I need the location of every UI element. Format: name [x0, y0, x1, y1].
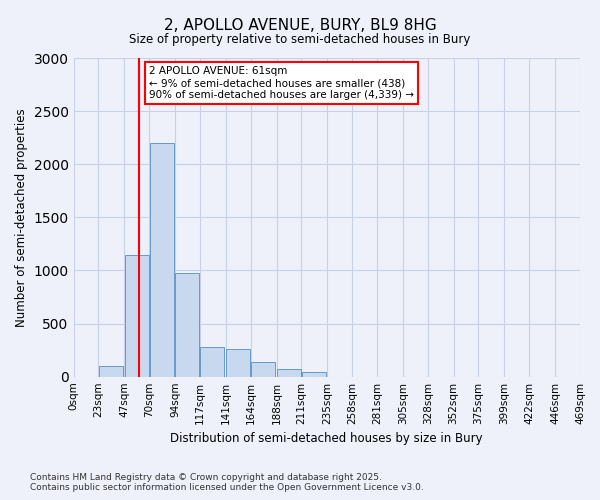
Text: 2, APOLLO AVENUE, BURY, BL9 8HG: 2, APOLLO AVENUE, BURY, BL9 8HG	[164, 18, 436, 32]
X-axis label: Distribution of semi-detached houses by size in Bury: Distribution of semi-detached houses by …	[170, 432, 483, 445]
Bar	[175, 273, 199, 376]
Bar	[149, 143, 173, 376]
Text: Contains HM Land Registry data © Crown copyright and database right 2025.
Contai: Contains HM Land Registry data © Crown c…	[30, 473, 424, 492]
Text: 2 APOLLO AVENUE: 61sqm
← 9% of semi-detached houses are smaller (438)
90% of sem: 2 APOLLO AVENUE: 61sqm ← 9% of semi-deta…	[149, 66, 414, 100]
Bar	[200, 348, 224, 376]
Bar	[125, 254, 149, 376]
Bar	[226, 348, 250, 376]
Y-axis label: Number of semi-detached properties: Number of semi-detached properties	[15, 108, 28, 326]
Bar	[302, 372, 326, 376]
Bar	[277, 369, 301, 376]
Text: Size of property relative to semi-detached houses in Bury: Size of property relative to semi-detach…	[130, 32, 470, 46]
Bar	[99, 366, 123, 376]
Bar	[251, 362, 275, 376]
